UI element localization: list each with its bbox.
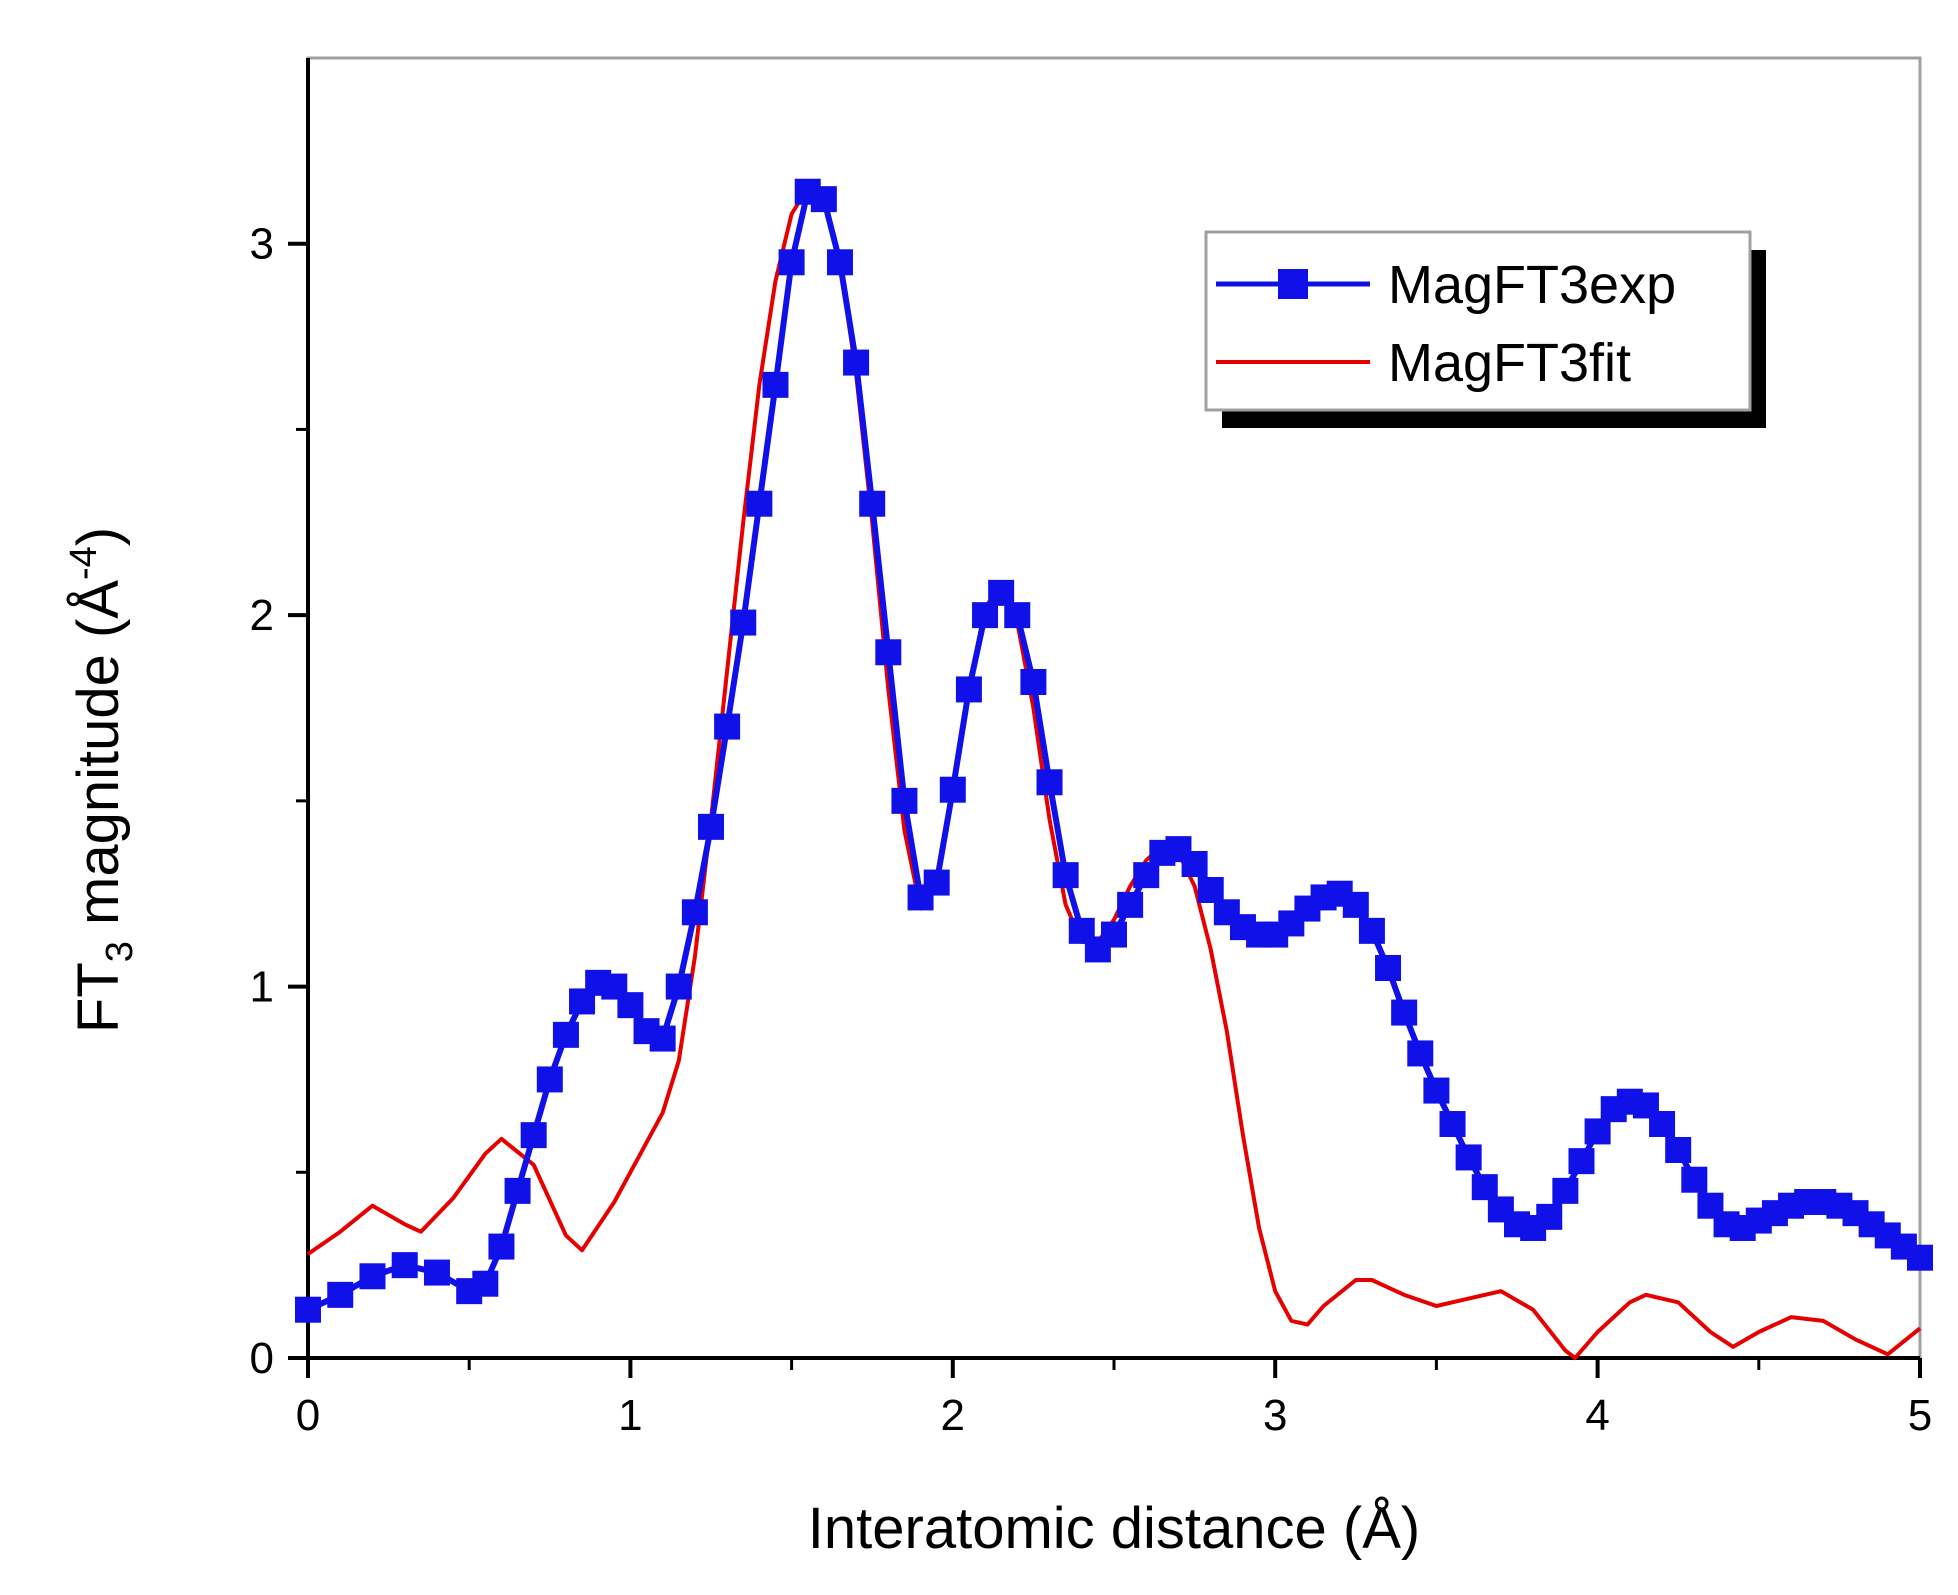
exp-point-31: [875, 639, 902, 666]
exp-point-29: [843, 349, 870, 376]
x-tick-label-0: 0: [296, 1391, 320, 1440]
exp-point-66: [1439, 1111, 1466, 1137]
legend-exp-label: MagFT3exp: [1388, 255, 1676, 315]
x-axis-title: Interatomic distance (Å): [808, 1496, 1420, 1561]
y-tick-label-3: 3: [250, 220, 274, 269]
exp-point-4: [423, 1259, 450, 1286]
exp-point-74: [1568, 1148, 1595, 1175]
exp-point-51: [1197, 877, 1224, 903]
exp-point-46: [1117, 891, 1144, 918]
series-exp: [295, 178, 1933, 1323]
legend-box: [1204, 230, 1752, 412]
y-tick-label-1: 1: [250, 963, 274, 1012]
exp-point-47: [1133, 862, 1160, 889]
exp-point-39: [1004, 602, 1031, 629]
exp-point-32: [891, 787, 918, 814]
exp-point-37: [972, 602, 999, 629]
exp-point-50: [1181, 851, 1208, 877]
exp-point-22: [730, 609, 757, 636]
y-tick-label-0: 0: [250, 1334, 274, 1383]
exp-point-7: [488, 1233, 515, 1260]
exp-point-23: [746, 490, 773, 517]
exp-point-8: [504, 1177, 531, 1204]
exp-point-65: [1423, 1077, 1450, 1104]
exp-point-75: [1584, 1118, 1611, 1145]
y-axis-title: FT3 magnitude (Å-4): [63, 527, 141, 1033]
exp-point-72: [1536, 1203, 1563, 1230]
legend-fit-label: MagFT3fit: [1388, 333, 1631, 393]
exp-point-2: [359, 1263, 386, 1290]
exp-point-15: [617, 992, 644, 1019]
exp-point-81: [1681, 1166, 1708, 1193]
exp-point-95: [1907, 1244, 1933, 1271]
exp-point-18: [665, 973, 692, 1000]
x-tick-label-5: 5: [1908, 1391, 1932, 1440]
exp-point-73: [1552, 1177, 1579, 1204]
exp-point-19: [681, 899, 708, 926]
axis-tick-labels: 0 1 2 3 4 5 0 1 2 3: [250, 220, 1933, 1440]
exp-point-40: [1020, 669, 1047, 695]
x-tick-label-3: 3: [1263, 1391, 1287, 1440]
exp-point-27: [810, 186, 837, 213]
exp-point-24: [762, 371, 789, 398]
exp-point-60: [1342, 891, 1369, 918]
exp-point-0: [295, 1296, 321, 1323]
exp-point-38: [988, 579, 1015, 606]
series-fit: [306, 186, 1922, 1360]
exp-point-61: [1358, 917, 1385, 944]
y-tick-label-2: 2: [250, 591, 274, 640]
exp-point-34: [923, 869, 950, 896]
y-axis-title-sub: 3: [99, 941, 141, 962]
exp-point-42: [1052, 862, 1079, 889]
x-tick-label-4: 4: [1585, 1391, 1609, 1440]
exp-point-36: [955, 676, 982, 703]
exp-point-20: [698, 813, 724, 840]
y-axis-title-sup: -4: [63, 546, 105, 580]
y-axis-title-close: ): [66, 527, 131, 546]
x-tick-label-2: 2: [941, 1391, 965, 1440]
exp-point-21: [714, 713, 741, 740]
exp-point-9: [520, 1122, 547, 1149]
exp-point-17: [649, 1025, 676, 1052]
exp-point-63: [1391, 999, 1418, 1026]
exp-point-68: [1471, 1174, 1498, 1201]
exp-point-3: [391, 1252, 418, 1279]
exp-point-79: [1649, 1111, 1676, 1137]
exp-point-45: [1101, 921, 1127, 948]
exp-point-35: [939, 776, 966, 803]
exp-point-1: [327, 1281, 354, 1308]
x-tick-label-1: 1: [618, 1391, 642, 1440]
exp-point-62: [1375, 955, 1402, 981]
series-fit-line: [306, 186, 1922, 1360]
legend: MagFT3exp MagFT3fit: [1204, 230, 1766, 428]
exp-point-6: [472, 1270, 499, 1297]
exp-point-64: [1407, 1040, 1434, 1067]
exp-point-80: [1665, 1137, 1692, 1163]
exp-point-41: [1036, 769, 1063, 796]
exp-point-25: [778, 249, 805, 276]
exp-point-10: [536, 1066, 563, 1093]
exp-point-30: [859, 490, 886, 517]
exp-point-11: [552, 1021, 579, 1048]
axis-ticks: [288, 241, 1922, 1378]
y-axis-title-rest: magnitude (Å: [66, 580, 131, 941]
y-axis-title-main: FT: [66, 962, 131, 1033]
exp-point-28: [826, 249, 853, 276]
legend-exp-marker: [1278, 269, 1308, 299]
exp-point-67: [1455, 1144, 1482, 1171]
